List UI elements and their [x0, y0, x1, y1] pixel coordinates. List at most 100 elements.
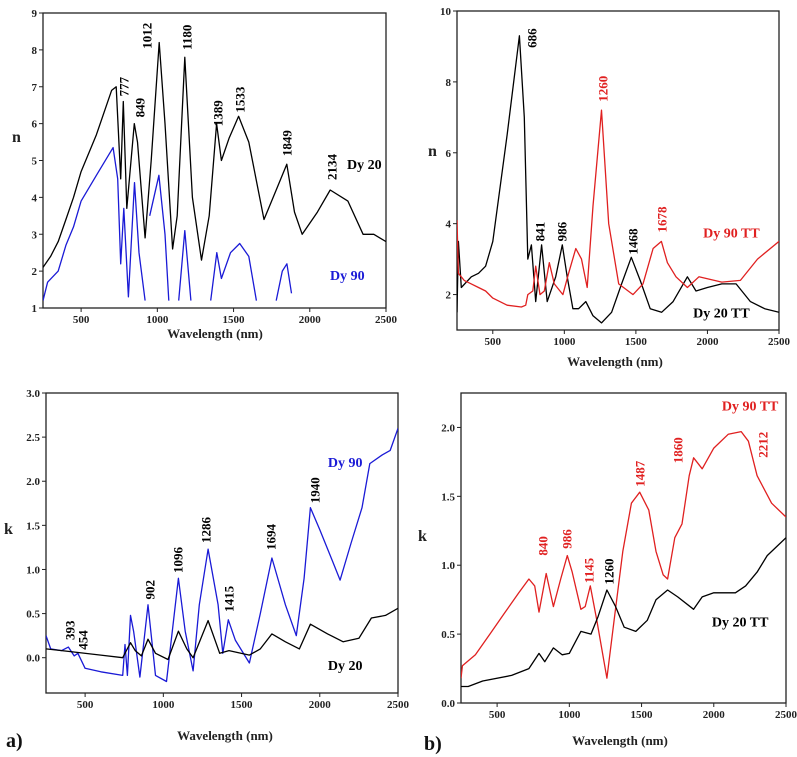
x-tick-label: 2500 [387, 699, 410, 711]
y-tick-label: 1.0 [26, 564, 40, 576]
peak-annotation: 777 [116, 76, 131, 96]
y-tick-label: 1.5 [26, 520, 40, 532]
x-tick-label: 2500 [375, 314, 398, 326]
y-tick-label: 4 [446, 219, 452, 231]
x-tick-label: 1500 [625, 336, 648, 348]
x-tick-label: 500 [489, 709, 506, 721]
y-tick-label: 4 [32, 192, 38, 204]
x-tick-label: 2000 [299, 314, 322, 326]
y-tick-label: 2.0 [26, 476, 40, 488]
y-tick-label: 1 [32, 303, 38, 315]
chart-panel-1: 500 1000 1500 2000 2500 2 4 6 8 10 Wavelength (nm)… [428, 6, 791, 369]
series-label: Dy 90 [330, 269, 365, 284]
y-tick-label: 0.5 [26, 609, 40, 621]
chart-panel-3: 500 1000 1500 2000 2500 0.0 0.5 1.0 1.5 2.0 Wavele… [418, 392, 797, 748]
series-line-dy-90-tt [457, 109, 779, 308]
series-line-dy-20-tt [461, 537, 786, 688]
y-tick-label: 2 [446, 290, 452, 302]
x-tick-label: 2000 [703, 709, 726, 721]
x-tick-label: 500 [485, 336, 502, 348]
y-axis-label: k [4, 521, 13, 538]
chart-panel-0: 500 1000 1500 2000 2500 1 2 3 4 5 6 7 8 9 Wavelength (… [12, 8, 398, 341]
x-tick-label: 2500 [768, 336, 791, 348]
y-tick-label: 6 [32, 119, 38, 131]
series-line-dy-20 [43, 41, 386, 268]
y-tick-label: 8 [446, 77, 452, 89]
x-tick-label: 2500 [775, 709, 797, 721]
peak-annotation: 849 [132, 97, 147, 117]
y-tick-label: 10 [440, 6, 452, 18]
x-tick-label: 1000 [553, 336, 576, 348]
y-axis-label: n [428, 143, 437, 160]
chart-panel-2: 500 1000 1500 2000 2500 0.0 0.5 1.0 1.5 2.0 2.5 3.0… [4, 388, 410, 743]
y-tick-label: 3 [32, 229, 38, 241]
y-tick-label: 5 [32, 156, 38, 168]
peak-annotation: 1260 [595, 76, 610, 102]
peak-annotation: 1096 [171, 547, 186, 574]
plot-frame [460, 392, 787, 704]
series-line-dy-20 [46, 607, 398, 661]
y-tick-label: 1.5 [441, 491, 455, 503]
peak-annotation: 1487 [632, 460, 647, 487]
series-label: Dy 20 [328, 659, 363, 674]
y-tick-label: 0.5 [441, 629, 455, 641]
y-tick-label: 0.0 [441, 698, 455, 710]
x-tick-label: 500 [73, 314, 90, 326]
peak-annotation: 1468 [626, 228, 641, 255]
series-label: Dy 90 TT [722, 399, 779, 414]
x-tick-label: 2000 [696, 336, 719, 348]
panel-label-a: a) [6, 730, 23, 752]
y-tick-label: 0.0 [26, 653, 40, 665]
peak-annotation: 686 [524, 28, 539, 48]
series-line-dy-20-tt [457, 35, 779, 324]
x-tick-label: 1000 [558, 709, 581, 721]
peak-annotation: 1694 [263, 524, 278, 551]
y-axis-label: n [12, 129, 21, 146]
series-label: Dy 20 TT [712, 616, 769, 631]
peak-annotation: 1180 [179, 25, 194, 50]
peak-annotation: 986 [559, 529, 574, 549]
y-tick-label: 2.5 [26, 432, 40, 444]
peak-annotation: 1533 [232, 86, 247, 113]
y-tick-label: 6 [446, 148, 452, 160]
y-tick-label: 1.0 [441, 560, 455, 572]
peak-annotation: 454 [75, 630, 90, 650]
x-tick-label: 1500 [231, 699, 254, 711]
x-tick-label: 1500 [223, 314, 246, 326]
series-line-dy-90 [43, 146, 293, 301]
peak-annotation: 1849 [280, 130, 295, 157]
peak-annotation: 2212 [755, 432, 770, 458]
y-tick-label: 9 [32, 8, 38, 20]
x-tick-label: 2000 [309, 699, 332, 711]
peak-annotation: 1860 [670, 437, 685, 463]
peak-annotation: 1286 [198, 517, 213, 544]
x-axis-label: Wavelength (nm) [572, 733, 668, 748]
peak-annotation: 1260 [601, 559, 616, 585]
plot-frame [45, 392, 399, 694]
peak-annotation: 1940 [307, 477, 322, 503]
plot-frame [456, 10, 780, 331]
x-tick-label: 500 [77, 699, 94, 711]
peak-annotation: 1678 [655, 206, 670, 233]
y-tick-label: 3.0 [26, 388, 40, 400]
peak-annotation: 1012 [139, 23, 154, 49]
x-axis-label: Wavelength (nm) [167, 326, 263, 341]
peak-annotation: 902 [143, 580, 158, 600]
series-line-dy-90 [46, 428, 398, 683]
peak-annotation: 840 [535, 536, 550, 556]
y-tick-label: 8 [32, 45, 38, 57]
peak-annotation: 1415 [221, 585, 236, 612]
series-label: Dy 20 [347, 158, 382, 173]
series-label: Dy 90 TT [703, 227, 760, 242]
y-tick-label: 7 [32, 82, 38, 94]
x-axis-label: Wavelength (nm) [177, 728, 273, 743]
series-line-dy-90-tt [461, 430, 786, 679]
peak-annotation: 2134 [325, 154, 340, 181]
peak-annotation: 1389 [211, 100, 226, 127]
series-label: Dy 90 [328, 456, 363, 471]
panel-label-b: b) [424, 733, 442, 755]
x-tick-label: 1000 [146, 314, 169, 326]
x-tick-label: 1000 [152, 699, 175, 711]
x-axis-label: Wavelength (nm) [567, 354, 663, 369]
